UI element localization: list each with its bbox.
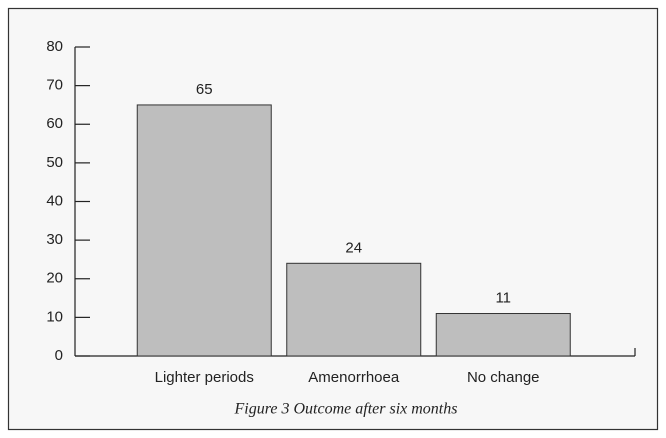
y-tick-label: 70 bbox=[46, 77, 63, 94]
data-label: 11 bbox=[495, 289, 511, 306]
bar bbox=[286, 262, 422, 357]
y-tick-label: 30 bbox=[46, 231, 63, 248]
y-tick-label: 60 bbox=[46, 115, 63, 132]
y-tick-label: 20 bbox=[46, 270, 63, 287]
x-tick-label: No change bbox=[467, 369, 540, 386]
y-tick-label: 0 bbox=[55, 347, 63, 364]
frame bbox=[7, 7, 659, 431]
bar bbox=[435, 313, 571, 357]
y-tick-label: 80 bbox=[46, 38, 63, 55]
bar bbox=[136, 104, 272, 357]
y-tick-label: 10 bbox=[46, 308, 63, 325]
x-tick-label: Amenorrhoea bbox=[308, 369, 400, 386]
y-tick-label: 40 bbox=[46, 192, 63, 209]
chart-caption: Figure 3 Outcome after six months bbox=[234, 401, 458, 418]
y-tick-label: 50 bbox=[46, 154, 63, 171]
data-label: 65 bbox=[196, 81, 213, 98]
data-label: 24 bbox=[345, 239, 362, 256]
x-tick-label: Lighter periods bbox=[155, 369, 254, 386]
